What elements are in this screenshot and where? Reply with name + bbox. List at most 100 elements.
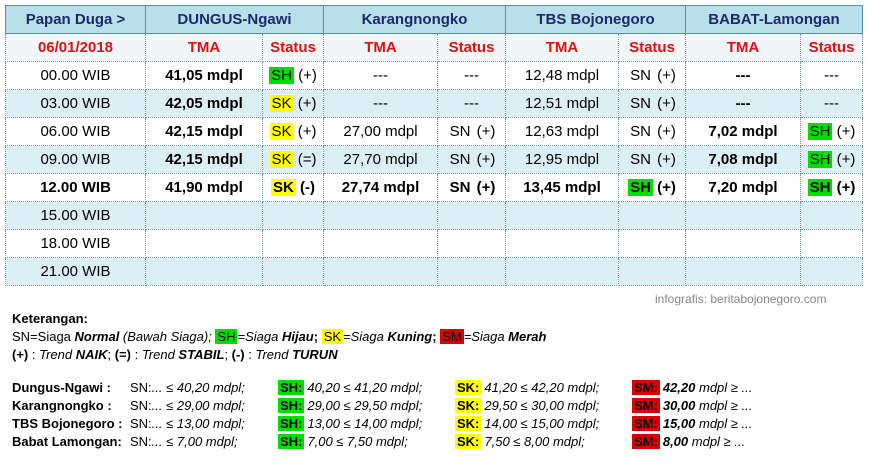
text: Trend: [39, 347, 76, 362]
text: =Siaga: [463, 329, 509, 344]
threshold-code: SN:: [130, 397, 152, 413]
threshold-cell: SM: 8,00 mdpl ≥ ...: [632, 432, 752, 450]
tma-cell: [323, 257, 438, 286]
threshold-cell: SH: 29,00 ≤ 29,50 mdpl;: [278, 396, 455, 414]
threshold-body: Dungus-Ngawi : SN:... ≤ 40,20 mdpl; SH: 40,…: [12, 378, 752, 450]
tma-cell: 12,95 mdpl: [505, 145, 619, 174]
threshold-row: Karangnongko : SN:... ≤ 29,00 mdpl; SH: 29,…: [12, 396, 752, 414]
legend-line: (+) : Trend NAIK; (=) : Trend STABIL; (-…: [12, 346, 546, 364]
threshold-rest: mdpl ≥ ...: [695, 379, 753, 395]
swatch: SM: [440, 329, 464, 344]
status-cell: SH (+): [800, 117, 863, 146]
credit: infografis: beritabojonegoro.com: [655, 292, 827, 306]
legend-heading: Keterangan:: [12, 311, 88, 326]
tma-cell: 27,00 mdpl: [323, 117, 438, 146]
threshold-cell: SM: 42,20 mdpl ≥ ...: [632, 378, 752, 396]
status-trend: (+): [836, 123, 856, 140]
text: NAIK: [75, 347, 108, 362]
status-code: SH: [807, 123, 833, 140]
threshold-code: SK:: [455, 433, 482, 449]
threshold-range: ... ≤ 29,00 mdpl;: [151, 397, 245, 413]
time: 09.00 WIB: [5, 145, 146, 174]
text: (=): [114, 347, 131, 362]
threshold-range: 7,50 ≤ 8,00 mdpl;: [484, 433, 585, 449]
data-row: 00.00 WIB 41,05 mdpl SH (+) --- --- 12,48 mdp…: [5, 61, 863, 90]
subheader: Status: [437, 33, 506, 62]
swatch: SK: [321, 329, 344, 344]
text: ;: [313, 329, 322, 344]
status-cell: [618, 257, 686, 286]
tma-cell: [505, 229, 619, 258]
status-cell: SN (+): [437, 173, 506, 202]
swatch: SH: [215, 329, 238, 344]
status-code: SK: [269, 95, 294, 112]
subheader: TMA: [505, 33, 619, 62]
tma-cell: 42,15 mdpl: [145, 145, 263, 174]
threshold-code: SN:: [130, 379, 152, 395]
status-cell: [437, 201, 506, 230]
header-cell: Karangnongko: [323, 5, 506, 34]
status-cell: SN (+): [437, 117, 506, 146]
threshold-range: 14,00 ≤ 15,00 mdpl;: [484, 415, 600, 431]
threshold-rest: mdpl ≥ ...: [695, 415, 753, 431]
threshold-cell: SK: 29,50 ≤ 30,00 mdpl;: [455, 396, 632, 414]
tma-cell: 7,08 mdpl: [685, 145, 801, 174]
status-code: SK: [270, 179, 296, 196]
tma-cell: 12,51 mdpl: [505, 89, 619, 118]
threshold-cell: SH: 7,00 ≤ 7,50 mdpl;: [278, 432, 455, 450]
tma-cell: 12,48 mdpl: [505, 61, 619, 90]
subheader: Status: [262, 33, 324, 62]
threshold-cell: SM: 30,00 mdpl ≥ ...: [632, 396, 752, 414]
threshold-cell: SH: 13,00 ≤ 14,00 mdpl;: [278, 414, 455, 432]
threshold-row: Babat Lamongan: SN:... ≤ 7,00 mdpl; SH: 7,0…: [12, 432, 752, 450]
threshold-code: SM:: [632, 379, 660, 395]
tma-cell: 27,70 mdpl: [323, 145, 438, 174]
subheader: Status: [618, 33, 686, 62]
tma-cell: [145, 201, 263, 230]
subheader: TMA: [145, 33, 263, 62]
subheader: TMA: [685, 33, 801, 62]
threshold-cell: SN:... ≤ 13,00 mdpl;: [130, 414, 278, 432]
threshold-cell: SK: 41,20 ≤ 42,20 mdpl;: [455, 378, 632, 396]
status-cell: SH (+): [800, 145, 863, 174]
status-cell: [800, 201, 863, 230]
table-body: Papan Duga > DUNGUS-Ngawi Karangnongko T…: [5, 5, 863, 286]
header-row: Papan Duga > DUNGUS-Ngawi Karangnongko T…: [5, 5, 863, 34]
header-cell: BABAT-Lamongan: [685, 5, 863, 34]
data-row: 09.00 WIB 42,15 mdpl SK (=) 27,70 mdpl SN (+…: [5, 145, 863, 174]
data-row: 18.00 WIB: [5, 229, 863, 258]
threshold-value: 30,00: [662, 397, 696, 413]
threshold-code: SK:: [455, 397, 482, 413]
station-name: TBS Bojonegoro :: [12, 415, 123, 431]
water-level-table: Papan Duga > DUNGUS-Ngawi Karangnongko T…: [5, 5, 863, 286]
threshold-cell: SK: 7,50 ≤ 8,00 mdpl;: [455, 432, 632, 450]
threshold-code: SK:: [455, 415, 482, 431]
tma-cell: 41,90 mdpl: [145, 173, 263, 202]
text: =Siaga: [343, 329, 388, 344]
status-trend: (+): [657, 67, 676, 84]
threshold-code: SM:: [632, 415, 660, 431]
subheader: Status: [800, 33, 863, 62]
status-trend: (+): [297, 95, 317, 112]
status-code: SN: [449, 123, 471, 140]
status-trend: (+): [836, 151, 856, 168]
tma-cell: [323, 201, 438, 230]
station-name: Dungus-Ngawi :: [12, 379, 111, 395]
tma-cell: 41,05 mdpl: [145, 61, 263, 90]
text: :: [28, 347, 40, 362]
data-row: 15.00 WIB: [5, 201, 863, 230]
station-name: Babat Lamongan:: [12, 433, 122, 449]
status-cell: ---: [437, 89, 506, 118]
status-cell: SN (+): [618, 117, 686, 146]
status-cell: [437, 257, 506, 286]
header-cell: DUNGUS-Ngawi: [145, 5, 324, 34]
threshold-code: SM:: [632, 397, 660, 413]
tma-cell: [145, 257, 263, 286]
status-trend: (+): [297, 123, 317, 140]
status-code: SN: [449, 151, 471, 168]
tma-cell: 12,63 mdpl: [505, 117, 619, 146]
tma-cell: [685, 229, 801, 258]
tma-cell: ---: [323, 89, 438, 118]
threshold-value: 8,00: [662, 433, 689, 449]
